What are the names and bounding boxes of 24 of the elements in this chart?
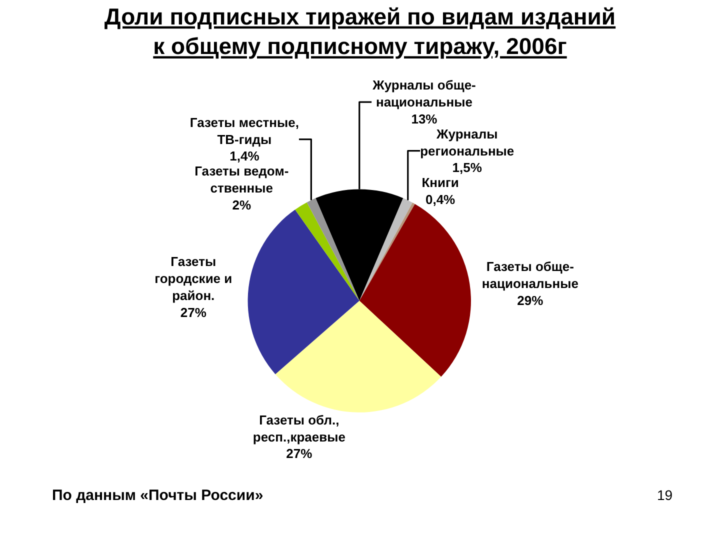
pie-slice bbox=[275, 300, 442, 412]
slice-label: Газеты обл., респ.,краевые bbox=[252, 412, 346, 444]
slice-label: Книги bbox=[422, 175, 459, 190]
data-label: 2% bbox=[232, 197, 252, 212]
data-label: 0,4% bbox=[425, 192, 456, 208]
data-label: 1,5% bbox=[452, 160, 482, 176]
pie-slice bbox=[248, 210, 360, 374]
text: 19 bbox=[657, 487, 673, 503]
pie-slice bbox=[295, 202, 360, 301]
slice-label: Газеты ведом- ственные bbox=[194, 164, 289, 196]
data-label: 27% bbox=[286, 446, 313, 462]
slice-label: Газеты обще- национальные bbox=[482, 259, 578, 292]
data-label: 29% bbox=[517, 292, 544, 308]
chart-title: Доли подписных тиражей по видам изданий к общему подписному тиражу, 2006г bbox=[104, 3, 616, 60]
slice-label: Журналы региональные bbox=[420, 126, 514, 158]
data-label: 27% bbox=[180, 304, 207, 320]
text: По данным «Почты России» bbox=[52, 487, 264, 504]
data-label: 1,4% bbox=[230, 148, 260, 164]
slice-label: Газеты городские и район. bbox=[154, 254, 232, 303]
pie-slice bbox=[359, 204, 471, 377]
pie-slice bbox=[306, 198, 360, 301]
slice-label: Газеты местные, ТВ-гиды bbox=[190, 114, 299, 147]
data-label: 13% bbox=[411, 111, 438, 126]
slice-label: Журналы обще- национальные bbox=[372, 78, 476, 110]
